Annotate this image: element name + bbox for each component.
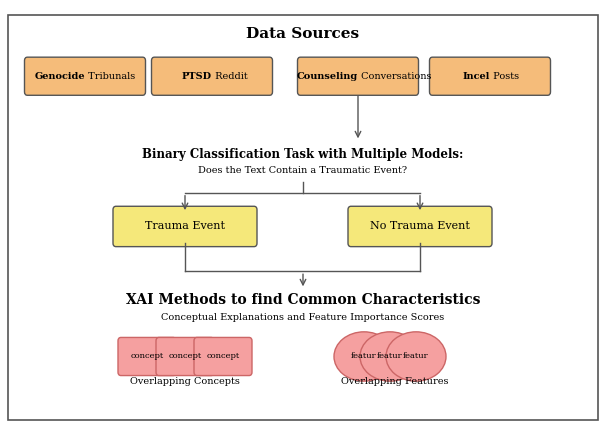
FancyBboxPatch shape: [194, 337, 252, 376]
FancyBboxPatch shape: [113, 206, 257, 247]
Text: Trauma Event: Trauma Event: [145, 222, 225, 231]
Text: concept: concept: [168, 352, 202, 360]
Text: No Trauma Event: No Trauma Event: [370, 222, 470, 231]
FancyBboxPatch shape: [152, 57, 273, 95]
Text: Does the Text Contain a Traumatic Event?: Does the Text Contain a Traumatic Event?: [198, 166, 408, 175]
Text: featur: featur: [351, 352, 377, 360]
Text: Conceptual Explanations and Feature Importance Scores: Conceptual Explanations and Feature Impo…: [161, 313, 445, 322]
FancyBboxPatch shape: [298, 57, 419, 95]
Text: PTSD: PTSD: [182, 72, 212, 81]
Text: Genocide: Genocide: [35, 72, 85, 81]
FancyBboxPatch shape: [118, 337, 176, 376]
Text: XAI Methods to find Common Characteristics: XAI Methods to find Common Characteristi…: [126, 294, 480, 308]
Text: Posts: Posts: [490, 72, 519, 81]
Text: Overlapping Concepts: Overlapping Concepts: [130, 377, 240, 386]
Text: Incel: Incel: [462, 72, 490, 81]
Text: concept: concept: [130, 352, 164, 360]
Ellipse shape: [386, 332, 446, 381]
Text: featur: featur: [377, 352, 403, 360]
Text: concept: concept: [207, 352, 239, 360]
Text: Reddit: Reddit: [212, 72, 248, 81]
FancyBboxPatch shape: [24, 57, 145, 95]
FancyBboxPatch shape: [156, 337, 214, 376]
Ellipse shape: [334, 332, 394, 381]
Text: Counseling: Counseling: [297, 72, 358, 81]
Text: Tribunals: Tribunals: [85, 72, 135, 81]
Text: featur: featur: [403, 352, 429, 360]
FancyBboxPatch shape: [348, 206, 492, 247]
FancyBboxPatch shape: [430, 57, 550, 95]
Ellipse shape: [360, 332, 420, 381]
Text: Binary Classification Task with Multiple Models:: Binary Classification Task with Multiple…: [142, 148, 464, 161]
Text: Conversations: Conversations: [358, 72, 431, 81]
Text: Data Sources: Data Sources: [247, 27, 359, 40]
Text: Overlapping Features: Overlapping Features: [341, 377, 449, 386]
